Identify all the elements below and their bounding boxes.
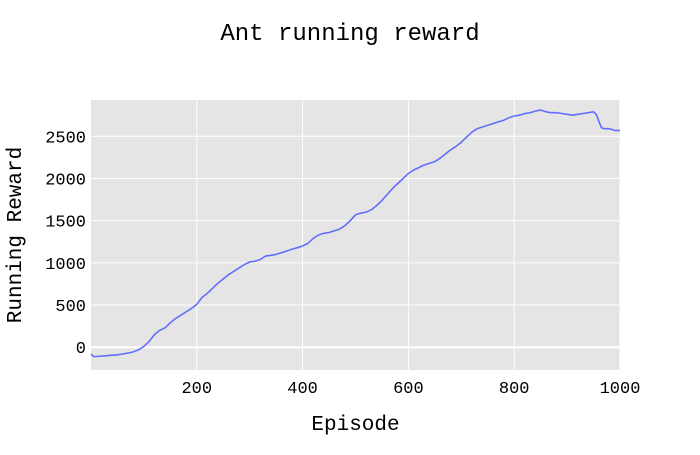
x-tick-label: 600 bbox=[393, 380, 424, 399]
x-tick-label: 200 bbox=[181, 380, 212, 399]
x-tick-label: 400 bbox=[287, 380, 318, 399]
y-tick-label: 1500 bbox=[45, 214, 86, 233]
plot-area bbox=[91, 100, 620, 370]
gridlines bbox=[91, 100, 621, 370]
y-tick-label: 2500 bbox=[45, 129, 86, 148]
x-tick-label: 800 bbox=[499, 380, 530, 399]
x-axis-title: Episode bbox=[311, 414, 399, 437]
series-layer bbox=[90, 109, 620, 358]
y-tick-label: 500 bbox=[55, 298, 86, 317]
series-line bbox=[90, 109, 620, 358]
chart-title: Ant running reward bbox=[220, 21, 479, 48]
tick-labels: 200 400 600 800 1000 0 500 1000 1500 2000 2500 bbox=[45, 129, 640, 399]
x-tick-label: 1000 bbox=[600, 380, 641, 399]
y-tick-label: 1000 bbox=[45, 256, 86, 275]
y-axis-title: Running Reward bbox=[5, 147, 28, 323]
y-tick-label: 0 bbox=[76, 340, 86, 359]
y-tick-label: 2000 bbox=[45, 171, 86, 190]
